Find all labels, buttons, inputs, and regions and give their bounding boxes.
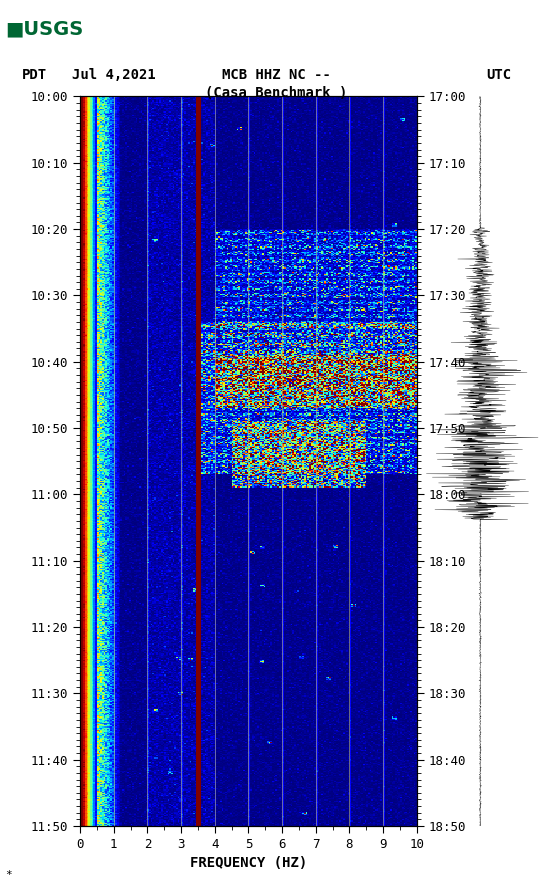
Text: UTC: UTC [486,68,511,82]
Text: PDT: PDT [22,68,47,82]
Text: Jul 4,2021: Jul 4,2021 [72,68,156,82]
Text: ■USGS: ■USGS [6,20,84,38]
Text: (Casa Benchmark ): (Casa Benchmark ) [205,86,347,100]
X-axis label: FREQUENCY (HZ): FREQUENCY (HZ) [190,856,307,871]
Text: MCB HHZ NC --: MCB HHZ NC -- [221,68,331,82]
Text: *: * [6,870,12,880]
